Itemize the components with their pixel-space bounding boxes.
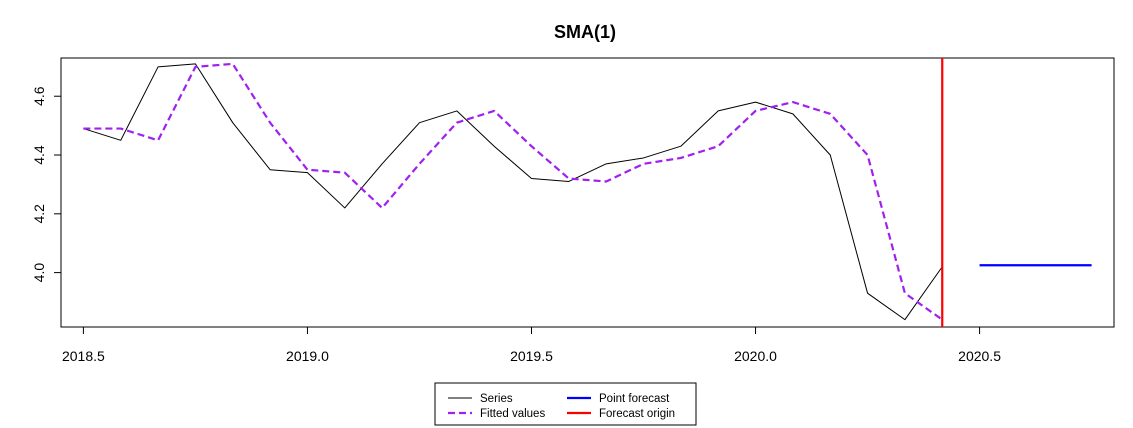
plot-lines <box>83 58 1092 327</box>
x-tick-label: 2020.0 <box>734 348 777 364</box>
series-line <box>83 63 943 321</box>
legend-label-series: Series <box>480 393 513 405</box>
y-tick-label: 4.2 <box>31 204 47 224</box>
x-tick-label: 2018.5 <box>62 348 105 364</box>
chart-title: SMA(1) <box>554 22 616 42</box>
legend-label-fitted: Fitted values <box>480 408 545 420</box>
plot-area-frame <box>60 57 1115 328</box>
y-axis: 4.0 4.2 4.4 4.6 <box>31 86 61 282</box>
x-tick-label: 2019.5 <box>510 348 553 364</box>
legend-label-point-forecast: Point forecast <box>599 393 670 405</box>
fitted-values-line <box>83 62 943 321</box>
legend: Series Fitted values Point forecast Fore… <box>434 382 697 426</box>
legend-box <box>434 382 697 426</box>
legend-label-forecast-origin: Forecast origin <box>599 408 675 420</box>
y-tick-label: 4.4 <box>31 145 47 165</box>
x-tick-label: 2020.5 <box>958 348 1001 364</box>
y-tick-label: 4.0 <box>31 263 47 283</box>
y-tick-label: 4.6 <box>31 86 47 106</box>
x-axis: 2018.5 2019.0 2019.5 2020.0 2020.5 <box>62 327 1001 364</box>
x-tick-label: 2019.0 <box>286 348 329 364</box>
